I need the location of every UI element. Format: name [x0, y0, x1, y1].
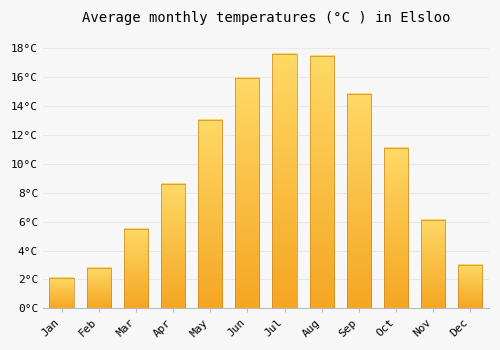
Bar	[421, 220, 445, 308]
Bar	[272, 54, 296, 308]
Bar	[236, 78, 260, 308]
Bar	[198, 120, 222, 308]
Title: Average monthly temperatures (°C ) in Elsloo: Average monthly temperatures (°C ) in El…	[82, 11, 450, 25]
Bar	[161, 184, 185, 308]
Bar	[50, 278, 74, 308]
Bar	[310, 56, 334, 308]
Bar	[384, 148, 408, 308]
Bar	[86, 268, 111, 308]
Bar	[347, 94, 371, 308]
Bar	[458, 265, 482, 308]
Bar	[124, 229, 148, 308]
